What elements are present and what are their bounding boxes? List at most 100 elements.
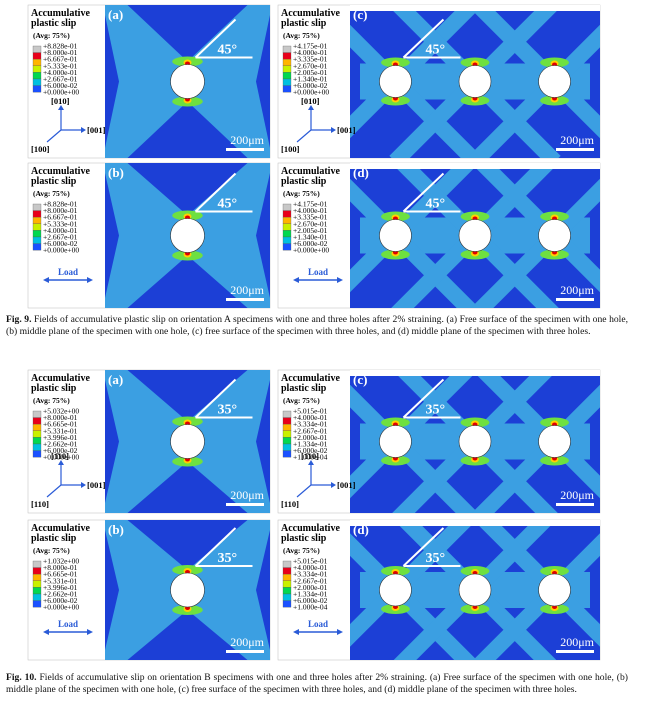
legend-swatch [282,230,292,238]
low-slip-zone [127,370,248,422]
panel-label: (c) [353,372,367,387]
legend-title: plastic slip [31,533,77,544]
legend-swatch [282,443,292,451]
hole [170,218,205,253]
legend-value: +3.334e-01 [293,420,328,429]
legend-value: +4.175e-01 [293,200,328,209]
low-slip-zone [105,15,119,148]
legend-value: +1.334e-01 [293,440,328,449]
scale-bar [226,650,264,653]
contour [105,520,270,660]
scale-bar [556,650,594,653]
legend-swatch [282,210,292,218]
axis-label: [100] [281,144,300,154]
legend-value: +2.670e-01 [293,61,328,70]
legend-value: +2.670e-01 [293,219,328,228]
low-slip-zone [105,173,119,298]
legend-avg: (Avg: 75%) [283,189,320,198]
legend-swatch [32,52,42,60]
legend-value: +3.335e-01 [293,213,328,222]
panel-label: (c) [353,7,367,22]
arrow-head [81,127,86,133]
arrow-head [293,629,299,635]
legend-value: +1.340e-01 [293,75,328,84]
legend-value: +4.000e-01 [293,48,328,57]
caption-text: Fields of accumulative plastic slip on o… [6,314,628,338]
legend-swatch [32,593,42,601]
angle-label: 35° [425,551,445,566]
low-slip-zone [127,461,248,513]
legend-value: +8.000e-01 [43,206,78,215]
scale-label: 200μm [560,133,594,147]
arrow-head [81,482,86,488]
scale-bar [556,503,594,506]
hole [170,64,205,99]
legend-swatch [282,410,292,418]
edge [350,370,600,376]
legend-swatch [282,593,292,601]
arrow-head [331,127,336,133]
legend-title: plastic slip [281,176,327,187]
arrow-head [293,277,299,283]
scale-label: 200μm [230,488,264,502]
hole [379,573,412,607]
legend-value: +6.000e-02 [43,81,78,90]
edge [350,520,600,526]
low-slip-zone [127,101,248,158]
contour [350,163,600,308]
legend-swatch [282,78,292,86]
scale-bar [226,503,264,506]
axis-label: [001] [337,480,356,490]
legend-swatch [282,236,292,244]
axis-label: [1̄10] [301,451,319,461]
legend-value: +6.667e-01 [43,213,78,222]
hole [538,573,571,607]
legend-title: Accumulative [281,523,340,534]
legend-swatch [32,72,42,80]
low-slip-zone [256,15,270,148]
legend-title: Accumulative [31,523,90,534]
legend-swatch [282,587,292,595]
low-slip-zone [105,380,119,503]
legend-value: +6.000e-02 [293,596,328,605]
legend-avg: (Avg: 75%) [33,31,70,40]
legend-value: +5.333e-01 [43,61,78,70]
legend-swatch [32,45,42,53]
angle-line [194,172,237,213]
legend-swatch [32,587,42,595]
angle-label: 35° [425,403,445,418]
legend-swatch [282,424,292,431]
axis-label: [001] [87,480,106,490]
arrow-head [43,629,49,635]
axis-arrow [46,484,62,498]
legend-value: +6.665e-01 [43,570,78,579]
legend-value: +6.667e-01 [43,55,78,64]
legend-value: +6.665e-01 [43,420,78,429]
arrow-head [58,105,64,110]
contour [350,5,600,158]
contour [105,370,270,513]
axis-arrow [296,484,312,498]
legend-title: plastic slip [31,176,77,187]
legend-title: Accumulative [281,373,340,384]
scale-bar [226,148,264,151]
legend-value: +1.340e-01 [293,233,328,242]
axis-label: [001] [87,125,106,135]
legend-value: +8.000e-01 [43,563,78,572]
legend-swatch [32,78,42,86]
legend-value: +5.032e+00 [43,407,79,416]
legend-value: +2.667e-01 [293,576,328,585]
legend-swatch [282,450,292,458]
legend-value: +3.335e-01 [293,55,328,64]
legend-value: +5.015e-01 [293,557,328,566]
angle-label: 45° [425,197,445,212]
legend-value: +5.015e-01 [293,407,328,416]
legend-value: +4.000e-01 [293,413,328,422]
legend-swatch [32,59,42,66]
legend-value: +4.000e-01 [43,226,78,235]
legend-swatch [282,600,292,608]
angle-label: 35° [218,403,238,418]
